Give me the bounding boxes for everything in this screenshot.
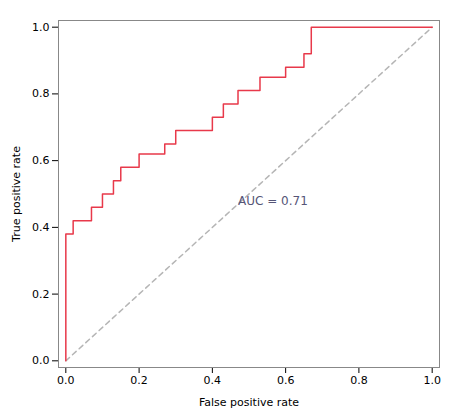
svg-text:0.0: 0.0	[57, 374, 75, 387]
svg-text:AUC = 0.71: AUC = 0.71	[238, 194, 308, 208]
svg-text:0.4: 0.4	[204, 374, 222, 387]
svg-text:0.6: 0.6	[277, 374, 295, 387]
svg-text:0.2: 0.2	[130, 374, 148, 387]
svg-text:False positive rate: False positive rate	[199, 396, 299, 409]
svg-text:0.6: 0.6	[32, 154, 50, 167]
svg-text:1.0: 1.0	[423, 374, 441, 387]
svg-text:0.8: 0.8	[350, 374, 368, 387]
svg-text:0.8: 0.8	[32, 87, 50, 100]
svg-text:1.0: 1.0	[32, 21, 50, 34]
svg-text:True positive rate: True positive rate	[10, 146, 23, 243]
svg-text:0.4: 0.4	[32, 221, 50, 234]
svg-text:0.2: 0.2	[32, 288, 50, 301]
svg-text:0.0: 0.0	[32, 354, 50, 367]
